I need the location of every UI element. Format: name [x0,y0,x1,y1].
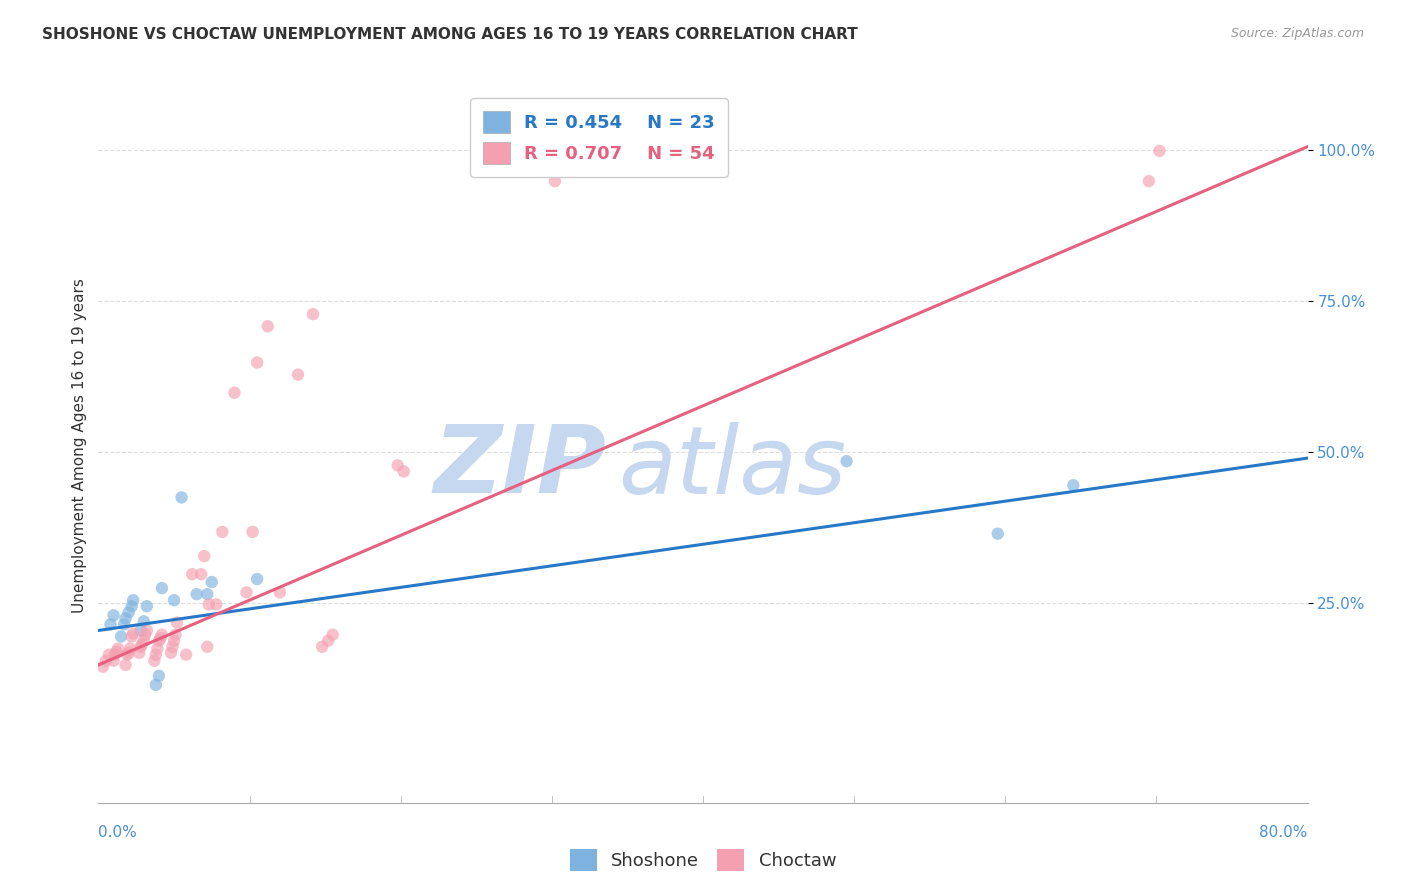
Point [246,355,269,369]
Point [165,628,187,642]
Point [121,630,143,644]
Point [143,654,166,668]
Point [242,524,264,539]
Point [302,307,325,321]
Point [148,669,170,683]
Point [195,587,218,601]
Point [100,617,122,632]
Point [118,646,141,660]
Legend: Shoshone, Choctaw: Shoshone, Choctaw [562,842,844,879]
Point [122,626,145,640]
Point [195,640,218,654]
Point [145,678,167,692]
Point [149,632,172,646]
Point [166,615,188,630]
Point [107,641,129,656]
Point [256,319,278,334]
Point [181,567,204,582]
Point [148,633,170,648]
Point [162,640,184,654]
Point [114,657,136,672]
Point [104,648,127,662]
Point [120,641,142,656]
Point [131,637,153,651]
Point [316,633,339,648]
Point [114,611,136,625]
Point [387,458,409,473]
Point [246,572,269,586]
Point [150,581,173,595]
Text: 80.0%: 80.0% [1260,825,1308,840]
Point [110,630,132,644]
Text: ZIP: ZIP [433,421,606,514]
Point [103,608,125,623]
Text: atlas: atlas [619,422,846,513]
Point [94,654,117,668]
Point [115,648,138,662]
Point [193,549,215,563]
Point [160,646,183,660]
Point [201,575,224,590]
Point [135,599,157,614]
Point [121,599,143,614]
Point [129,624,152,638]
Point [1149,144,1171,158]
Point [205,598,228,612]
Point [135,624,157,638]
Point [835,454,858,468]
Point [170,491,193,505]
Point [987,526,1010,541]
Point [112,617,135,632]
Point [122,593,145,607]
Point [163,593,186,607]
Point [118,605,141,619]
Point [105,645,128,659]
Point [129,640,152,654]
Point [98,648,121,662]
Point [544,174,567,188]
Point [287,368,309,382]
Legend: R = 0.454    N = 23, R = 0.707    N = 54: R = 0.454 N = 23, R = 0.707 N = 54 [470,98,728,177]
Point [211,524,233,539]
Point [91,659,114,673]
Point [190,567,212,582]
Point [224,385,246,400]
Point [392,464,415,478]
Point [150,628,173,642]
Point [146,641,169,656]
Point [132,615,155,629]
Point [128,646,150,660]
Text: SHOSHONE VS CHOCTAW UNEMPLOYMENT AMONG AGES 16 TO 19 YEARS CORRELATION CHART: SHOSHONE VS CHOCTAW UNEMPLOYMENT AMONG A… [42,27,858,42]
Point [235,585,257,599]
Text: 0.0%: 0.0% [98,825,138,840]
Point [1137,174,1160,188]
Point [269,585,291,599]
Point [145,648,167,662]
Point [197,598,219,612]
Point [132,633,155,648]
Point [134,628,156,642]
Point [174,648,197,662]
Text: Source: ZipAtlas.com: Source: ZipAtlas.com [1230,27,1364,40]
Point [103,654,125,668]
Point [1062,478,1084,492]
Point [311,640,333,654]
Point [322,628,344,642]
Y-axis label: Unemployment Among Ages 16 to 19 years: Unemployment Among Ages 16 to 19 years [72,278,87,614]
Point [163,633,186,648]
Point [186,587,208,601]
